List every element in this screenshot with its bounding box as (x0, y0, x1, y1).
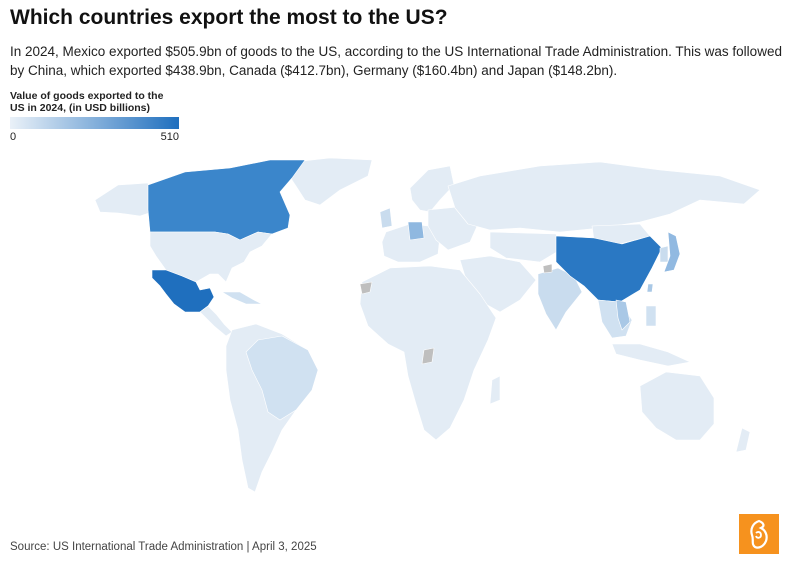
country-brazil[interactable] (245, 335, 319, 421)
region-indonesia[interactable] (611, 343, 691, 367)
country-india[interactable] (537, 267, 583, 331)
country-alaska[interactable] (94, 182, 153, 217)
region-central-asia[interactable] (489, 231, 561, 263)
country-greenland[interactable] (284, 157, 373, 206)
color-legend: Value of goods exported to the US in 202… (10, 90, 182, 145)
world-map (94, 157, 761, 493)
source-note: Source: US International Trade Administr… (10, 541, 317, 553)
page-subtitle: In 2024, Mexico exported $505.9bn of goo… (10, 44, 782, 78)
region-western-sahara-nodata[interactable] (359, 281, 373, 295)
country-korea[interactable] (659, 245, 669, 263)
country-new-zealand[interactable] (735, 427, 751, 453)
region-central-america[interactable] (199, 305, 233, 337)
legend-ticks: 0 510 (10, 131, 179, 145)
al-jazeera-logo-icon[interactable] (739, 514, 779, 554)
legend-gradient-bar (10, 117, 179, 129)
logo-glyph-icon (750, 519, 768, 549)
country-germany[interactable] (407, 221, 425, 241)
country-russia[interactable] (447, 161, 761, 233)
region-scandinavia[interactable] (409, 165, 455, 213)
country-angola-nodata[interactable] (421, 347, 435, 365)
country-kashmir-nodata[interactable] (542, 263, 553, 274)
country-australia[interactable] (639, 371, 715, 441)
country-china[interactable] (555, 235, 663, 303)
country-taiwan[interactable] (646, 283, 654, 293)
legend-min-label: 0 (10, 131, 17, 143)
country-vietnam[interactable] (615, 299, 631, 331)
legend-title: Value of goods exported to the US in 202… (10, 90, 164, 114)
country-philippines[interactable] (645, 305, 657, 327)
country-uk[interactable] (379, 207, 393, 229)
country-japan[interactable] (663, 231, 681, 273)
country-canada[interactable] (147, 159, 306, 241)
page-title: Which countries export the most to the U… (10, 6, 448, 29)
region-caribbean[interactable] (221, 291, 263, 305)
country-madagascar[interactable] (489, 375, 501, 405)
legend-max-label: 510 (160, 131, 179, 143)
